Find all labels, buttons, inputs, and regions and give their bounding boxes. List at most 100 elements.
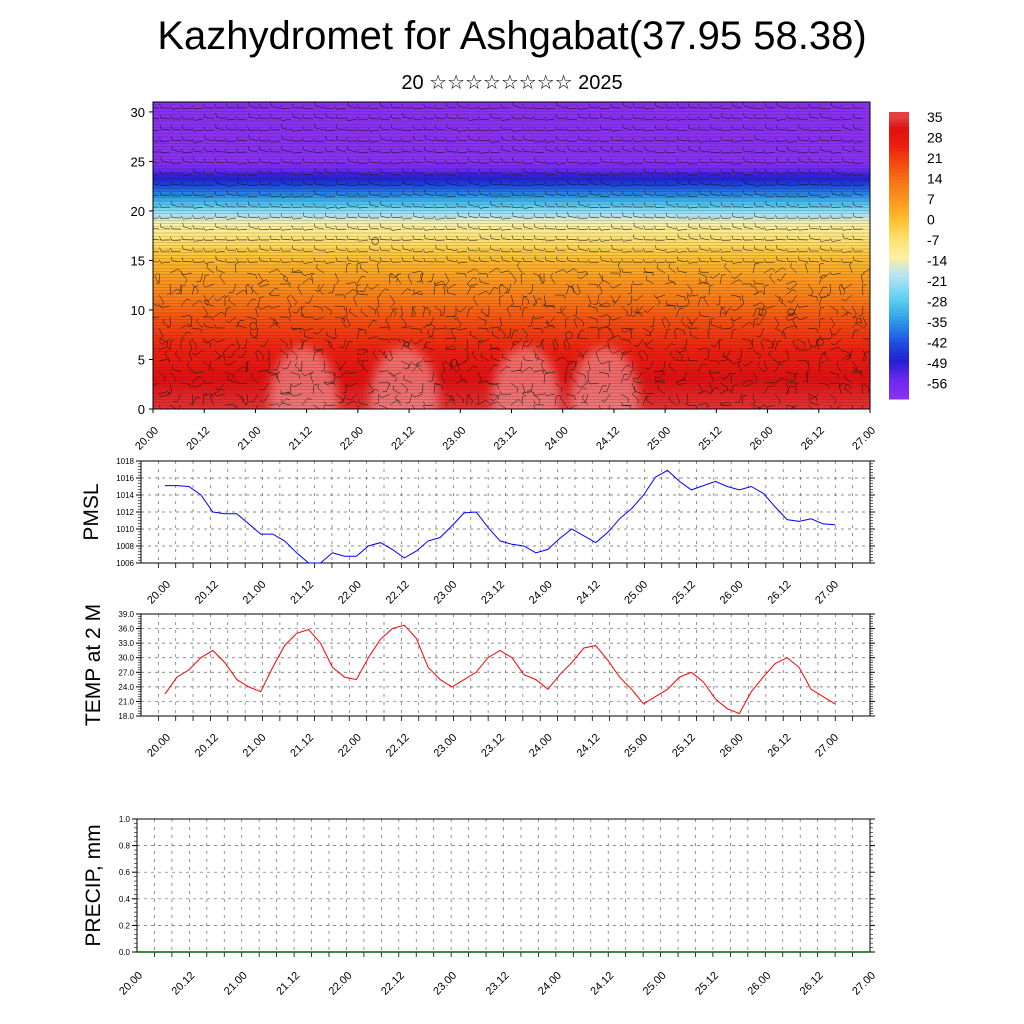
wind-barb-flag — [840, 248, 844, 253]
wind-barb — [458, 215, 468, 219]
wind-barb-flag — [510, 303, 514, 307]
wind-barb — [763, 286, 765, 296]
wind-barb — [843, 149, 853, 153]
wind-barb — [370, 239, 380, 241]
wind-barb — [843, 161, 853, 164]
wind-barb — [348, 172, 358, 175]
wind-barb — [337, 107, 347, 110]
wind-barb-flag — [245, 283, 250, 287]
heat-band — [153, 198, 870, 201]
wind-barb — [768, 354, 776, 362]
wind-barb-flag — [587, 237, 591, 242]
wind-barb — [416, 365, 424, 373]
wind-barb-flag — [841, 202, 844, 207]
wind-barb-flag — [521, 204, 525, 209]
wind-barb — [590, 382, 600, 385]
wind-barb-flag — [238, 413, 240, 416]
wind-barb — [447, 195, 457, 197]
wind-barb — [480, 107, 490, 110]
wind-barb — [573, 319, 578, 329]
wind-barb-flag — [578, 245, 580, 250]
wind-barb-flag — [622, 123, 624, 128]
wind-barb — [425, 138, 435, 142]
wind-barb-flag — [717, 361, 720, 365]
wind-barb — [535, 404, 545, 406]
wind-barb — [191, 283, 199, 291]
wind-barb-flag — [390, 103, 393, 108]
wind-barb — [535, 151, 545, 154]
wind-barb — [425, 183, 435, 186]
wind-barb-flag — [459, 373, 462, 378]
wind-barb — [590, 106, 600, 109]
wind-barb-flag — [541, 370, 545, 374]
wind-barb-flag — [830, 257, 833, 262]
heat-band — [153, 178, 870, 181]
wind-barb-flag — [221, 355, 225, 359]
wind-barb — [647, 305, 655, 313]
wind-barb-flag — [658, 301, 661, 306]
x-tick-label: 25.00 — [641, 970, 669, 998]
wind-barb — [293, 116, 303, 120]
wind-barb-flag — [379, 115, 382, 120]
wind-barb-flag — [445, 113, 448, 118]
wind-barb-flag — [737, 360, 741, 365]
wind-barb-flag — [258, 137, 261, 142]
wind-barb-flag — [170, 124, 173, 129]
wind-barb — [564, 374, 567, 384]
x-tick-label: 26.12 — [765, 732, 793, 760]
wind-barb — [403, 140, 413, 143]
wind-barb — [513, 129, 523, 132]
wind-barb — [733, 250, 743, 252]
wind-barb — [568, 140, 578, 142]
wind-barb-flag — [466, 116, 470, 121]
wind-barb-flag — [566, 179, 569, 184]
wind-barb-flag — [550, 272, 554, 277]
wind-barb — [579, 173, 589, 175]
wind-barb — [205, 173, 215, 175]
wind-barb-flag — [497, 401, 501, 405]
wind-barb-flag — [242, 398, 244, 403]
wind-barb-flag — [251, 290, 254, 295]
wind-barb-flag — [750, 340, 752, 345]
wind-barb-flag — [365, 349, 368, 354]
wind-barb — [458, 172, 468, 175]
wind-barb-flag — [415, 412, 417, 415]
wind-barb — [480, 206, 490, 209]
wind-barb-flag — [666, 300, 668, 305]
wind-barb — [304, 195, 314, 198]
wind-barb-flag — [626, 311, 629, 316]
wind-barb-flag — [786, 391, 790, 395]
wind-barb — [195, 349, 204, 356]
wind-barb-flag — [643, 213, 646, 218]
wind-barb-flag — [290, 326, 294, 331]
wind-barb-flag — [412, 341, 416, 345]
wind-barb-flag — [181, 202, 184, 207]
wind-barb-flag — [477, 149, 481, 154]
wind-barb — [587, 305, 597, 309]
wind-barb — [447, 106, 457, 109]
wind-barb-flag — [607, 314, 611, 318]
wind-barb-flag — [587, 259, 591, 264]
wind-barb — [582, 397, 589, 406]
wind-barb — [766, 140, 776, 143]
wind-barb-flag — [468, 178, 470, 183]
wind-barb — [568, 248, 578, 252]
wind-barb — [664, 404, 667, 409]
wind-barb — [191, 300, 200, 307]
wind-barb-flag — [159, 341, 163, 345]
wind-barb-flag — [434, 191, 437, 196]
heat-band — [153, 244, 870, 247]
colorbar-label: -21 — [927, 273, 947, 289]
wind-barb — [337, 171, 347, 175]
wind-barb-flag — [292, 311, 297, 314]
wind-barb-flag — [595, 349, 600, 353]
wind-barb — [477, 272, 487, 275]
wind-barb-flag — [588, 226, 591, 230]
wind-barb-flag — [342, 391, 347, 394]
wind-barb — [597, 294, 600, 304]
wind-barb — [675, 294, 685, 298]
wind-barb-flag — [715, 387, 719, 390]
wind-barb — [590, 250, 600, 253]
series-line — [164, 624, 836, 715]
wind-barb-flag — [643, 137, 646, 142]
